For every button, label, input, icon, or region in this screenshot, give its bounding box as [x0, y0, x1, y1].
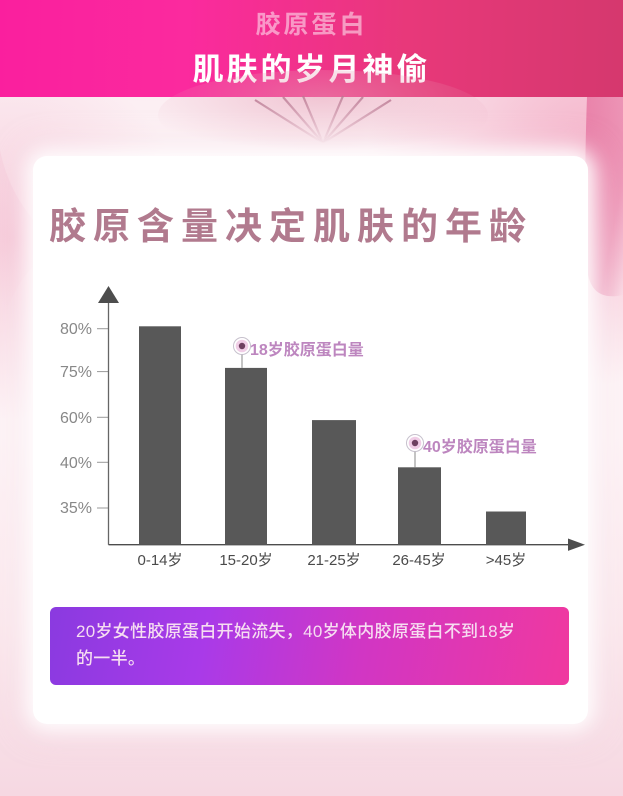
svg-text:80%: 80%: [60, 321, 92, 338]
svg-text:>45岁: >45岁: [486, 552, 526, 569]
svg-text:35%: 35%: [60, 500, 92, 517]
svg-text:40%: 40%: [60, 455, 92, 472]
svg-text:26-45岁: 26-45岁: [392, 552, 445, 569]
svg-text:15-20岁: 15-20岁: [219, 552, 272, 569]
svg-text:75%: 75%: [60, 364, 92, 381]
svg-text:0-14岁: 0-14岁: [137, 552, 182, 569]
svg-text:21-25岁: 21-25岁: [307, 552, 360, 569]
svg-text:60%: 60%: [60, 410, 92, 427]
